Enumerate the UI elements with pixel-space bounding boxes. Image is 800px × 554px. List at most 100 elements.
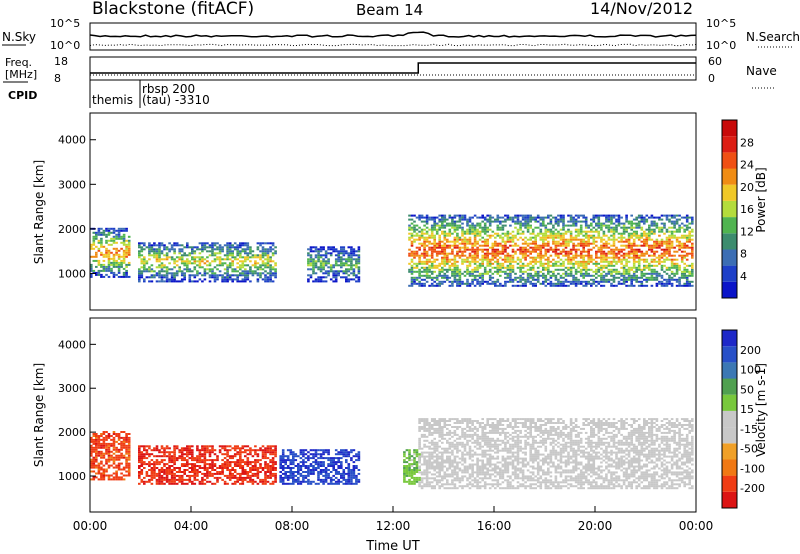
scatter-cell-region-3 bbox=[670, 264, 674, 267]
scatter-cell-region-0 bbox=[127, 450, 131, 453]
scatter-cell-region-3 bbox=[685, 224, 689, 227]
scatter-cell-region-3 bbox=[516, 244, 520, 247]
scatter-cell-region-3 bbox=[413, 266, 416, 269]
scatter-cell-region-3 bbox=[519, 226, 522, 229]
scatter-cell-region-3 bbox=[463, 282, 467, 285]
scatter-cell-region-1 bbox=[246, 276, 250, 279]
scatter-cell-region-1 bbox=[213, 482, 217, 485]
scatter-cell-region-1 bbox=[236, 270, 239, 273]
scatter-cell-region-3 bbox=[415, 216, 419, 219]
scatter-cell-region-3 bbox=[519, 222, 522, 225]
scatter-cell-region-1 bbox=[163, 453, 166, 456]
scatter-cell-region-3 bbox=[600, 280, 603, 283]
scatter-cell-region-3 bbox=[544, 266, 548, 269]
scatter-cell-region-2 bbox=[309, 463, 313, 466]
scatter-cell-region-1 bbox=[223, 453, 227, 456]
scatter-cell-region-3 bbox=[463, 242, 467, 245]
scatter-cell-region-3 bbox=[488, 216, 492, 219]
scatter-cell-region-3 bbox=[504, 234, 507, 237]
scatter-cell-region-3 bbox=[650, 254, 654, 257]
scatter-cell-region-2 bbox=[342, 474, 346, 477]
scatter-cell-region-3 bbox=[607, 226, 611, 229]
scatter-cell-region-2 bbox=[289, 469, 293, 471]
scatter-cell-region-0 bbox=[100, 435, 103, 437]
scatter-cell-region-3 bbox=[607, 218, 611, 221]
scatter-cell-region-3 bbox=[600, 264, 603, 267]
scatter-cell-region-3 bbox=[620, 262, 623, 265]
scatter-cell-region-3 bbox=[430, 256, 434, 259]
scatter-cell-region-1 bbox=[261, 248, 265, 251]
scatter-cell-region-3 bbox=[463, 218, 467, 221]
scatter-cell-region-1 bbox=[261, 467, 265, 469]
scatter-cell-region-3 bbox=[456, 260, 459, 263]
scatter-cell-region-3 bbox=[451, 284, 454, 287]
scatter-cell-region-3 bbox=[506, 236, 510, 239]
scatter-cell-region-2 bbox=[317, 449, 320, 452]
scatter-cell-region-1 bbox=[244, 445, 247, 448]
scatter-cell-region-3 bbox=[466, 242, 469, 245]
scatter-cell-region-0 bbox=[92, 231, 96, 234]
scatter-cell-region-3 bbox=[443, 230, 447, 233]
scatter-cell-region-0 bbox=[97, 440, 101, 443]
scatter-cell-region-3 bbox=[491, 266, 495, 269]
scatter-cell-region-3 bbox=[632, 238, 636, 241]
scatter-cell-region-2 bbox=[342, 451, 346, 454]
scatter-cell-region-1 bbox=[198, 480, 202, 483]
scatter-cell-region-2 bbox=[347, 246, 351, 249]
scatter-cell-region-3 bbox=[526, 220, 530, 223]
scatter-cell-region-3 bbox=[496, 250, 500, 253]
scatter-cell-region-1 bbox=[223, 449, 227, 452]
scatter-cell-region-2 bbox=[307, 248, 310, 251]
scatter-cell-region-3 bbox=[577, 278, 580, 281]
scatter-cell-region-1 bbox=[175, 478, 179, 481]
scatter-cell-region-1 bbox=[254, 260, 257, 263]
scatter-cell-region-1 bbox=[269, 268, 272, 271]
scatter-cell-region-2 bbox=[342, 476, 346, 479]
scatter-cell-region-0 bbox=[90, 247, 93, 250]
scatter-cell-region-3 bbox=[602, 260, 606, 263]
scatter-cell-region-1 bbox=[148, 248, 151, 251]
scatter-cell-region-3 bbox=[552, 272, 555, 275]
scatter-cell-region-2 bbox=[317, 278, 320, 281]
scatter-cell-region-3 bbox=[476, 232, 479, 235]
scatter-cell-region-3 bbox=[443, 236, 447, 239]
scatter-cell-region-0 bbox=[95, 231, 98, 234]
scatter-cell-region-3 bbox=[627, 270, 631, 273]
scatter-cell-region-1 bbox=[226, 474, 229, 477]
scatter-cell-region-3 bbox=[610, 282, 613, 285]
scatter-cell-region-3 bbox=[668, 244, 671, 247]
scatter-cell-region-3 bbox=[536, 254, 540, 257]
scatter-cell-region-3 bbox=[552, 226, 555, 229]
scatter-cell-region-0 bbox=[105, 267, 108, 270]
scatter-cell-region-3 bbox=[552, 282, 555, 285]
scatter-cell-region-1 bbox=[256, 272, 260, 275]
scatter-cell-region-0 bbox=[112, 444, 116, 447]
scatter-cell-region-3 bbox=[521, 256, 525, 259]
scatter-cell-region-3 bbox=[463, 216, 467, 219]
scatter-cell-region-1 bbox=[249, 248, 252, 251]
scatter-cell-region-3 bbox=[615, 214, 618, 217]
scatter-cell-region-3 bbox=[562, 254, 565, 257]
scatter-cell-region-0 bbox=[102, 433, 106, 435]
scatter-cell-region-0 bbox=[105, 241, 108, 244]
scatter-cell-region-0 bbox=[112, 452, 116, 455]
scatter-cell-region-3 bbox=[476, 282, 479, 285]
scatter-cell-region-1 bbox=[196, 256, 199, 259]
scatter-cell-region-1 bbox=[203, 469, 207, 471]
scatter-cell-region-3 bbox=[564, 230, 568, 233]
scatter-cell-region-1 bbox=[256, 280, 260, 283]
scatter-cell-region-1 bbox=[168, 459, 171, 462]
scatter-cell-region-3 bbox=[663, 240, 666, 243]
scatter-cell-region-3 bbox=[476, 260, 479, 263]
scatter-cell-region-3 bbox=[584, 284, 588, 287]
scatter-cell-region-3 bbox=[504, 220, 507, 223]
scatter-cell-region-3 bbox=[509, 276, 512, 279]
scatter-cell-region-3 bbox=[466, 224, 469, 227]
scatter-cell-region-1 bbox=[168, 256, 171, 259]
scatter-cell-region-2 bbox=[302, 474, 305, 477]
scatter-cell-region-0 bbox=[95, 251, 98, 254]
scatter-cell-region-1 bbox=[264, 465, 267, 467]
scatter-cell-region-3 bbox=[443, 216, 447, 219]
scatter-cell-region-1 bbox=[251, 256, 255, 259]
scatter-cell-region-1 bbox=[143, 248, 146, 251]
